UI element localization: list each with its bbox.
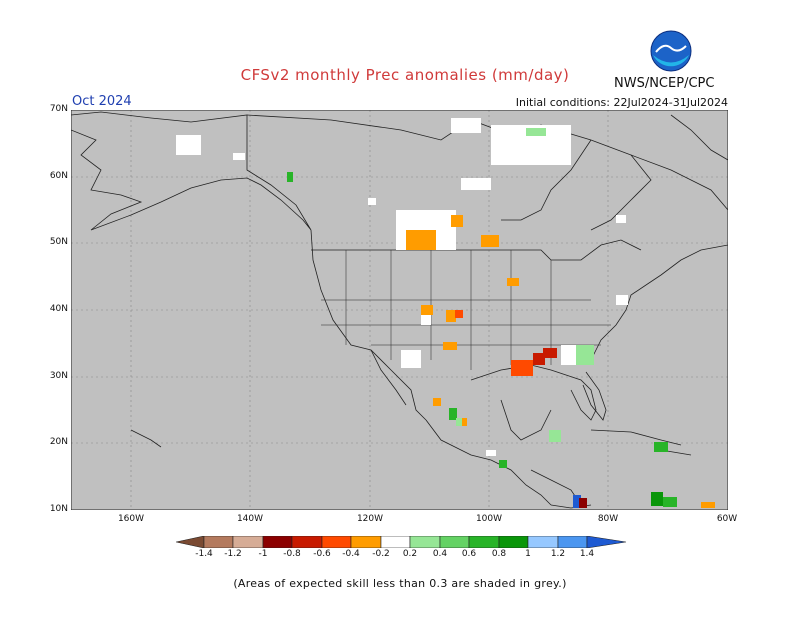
xtick-120W: 120W [356, 514, 384, 524]
xtick-60W: 60W [716, 514, 738, 524]
cbar-label-13: 1.2 [550, 549, 566, 559]
xtick-100W: 100W [475, 514, 503, 524]
cbar-label-9: 0.4 [432, 549, 448, 559]
ytick-30N: 30N [49, 371, 68, 381]
xtick-80W: 80W [597, 514, 619, 524]
ytick-60N: 60N [49, 171, 68, 181]
cbar-label-10: 0.6 [461, 549, 477, 559]
agency-label: NWS/NCEP/CPC [614, 76, 715, 91]
state-borders [321, 250, 611, 370]
anomaly-patches [176, 118, 715, 508]
map-title: CFSv2 monthly Prec anomalies (mm/day) [240, 66, 570, 84]
cbar-label-3: -1 [258, 549, 268, 559]
ytick-70N: 70N [49, 104, 68, 114]
forecast-month: Oct 2024 [72, 94, 132, 109]
ytick-10N: 10N [49, 504, 68, 514]
cbar-label-8: 0.2 [402, 549, 418, 559]
skill-footnote: (Areas of expected skill less than 0.3 a… [233, 577, 567, 590]
cbar-label-7: -0.2 [372, 549, 390, 559]
map-background [71, 110, 728, 510]
noaa-logo [650, 30, 692, 72]
map-grid [71, 110, 728, 510]
ytick-40N: 40N [49, 304, 68, 314]
precip-anomaly-map [71, 110, 728, 510]
xtick-140W: 140W [236, 514, 264, 524]
cbar-label-1: -1.4 [195, 549, 213, 559]
colorbar [176, 536, 627, 548]
initial-conditions: Initial conditions: 22Jul2024-31Jul2024 [515, 96, 728, 109]
cbar-label-11: 0.8 [491, 549, 507, 559]
ytick-50N: 50N [49, 237, 68, 247]
cbar-label-12: 1 [525, 549, 531, 559]
cbar-label-2: -1.2 [224, 549, 242, 559]
cbar-label-5: -0.6 [313, 549, 331, 559]
xtick-160W: 160W [117, 514, 145, 524]
cbar-label-14: 1.4 [579, 549, 595, 559]
ytick-20N: 20N [49, 437, 68, 447]
cbar-label-6: -0.4 [342, 549, 360, 559]
cbar-label-4: -0.8 [283, 549, 301, 559]
